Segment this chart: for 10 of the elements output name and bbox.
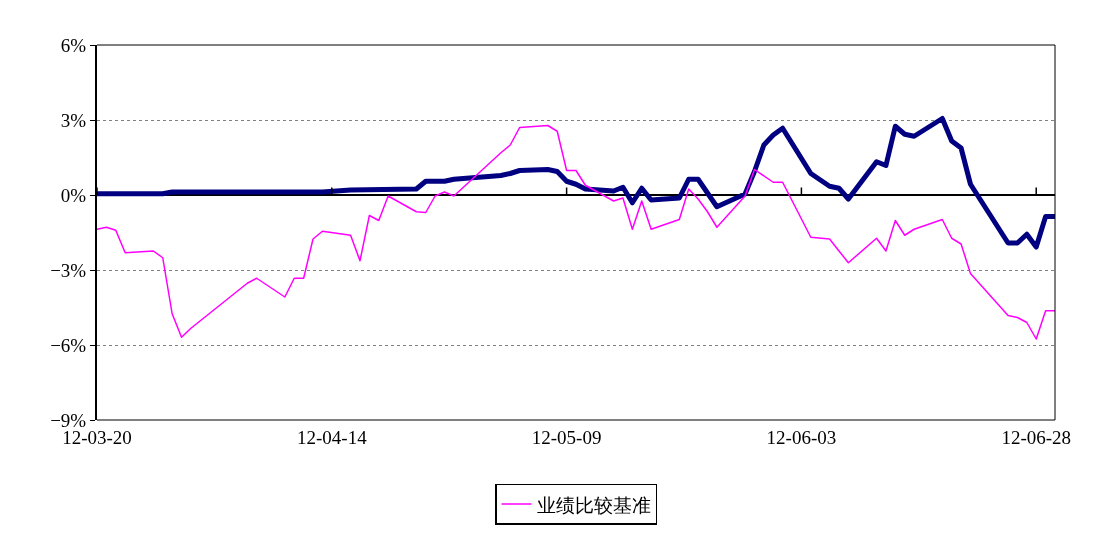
y-tick-label: 0% bbox=[60, 184, 87, 206]
y-tick-label: −6% bbox=[50, 334, 87, 356]
x-tick-label: 12-05-09 bbox=[531, 426, 602, 448]
legend-label: 业绩比较基准 bbox=[536, 493, 651, 516]
x-tick-label: 12-04-14 bbox=[296, 426, 368, 448]
y-tick-label: 3% bbox=[60, 109, 87, 131]
y-tick-label: 6% bbox=[60, 34, 87, 56]
y-tick-label: −3% bbox=[50, 259, 87, 281]
x-tick-label: 12-06-28 bbox=[1001, 426, 1072, 448]
x-tick-label: 12-06-03 bbox=[766, 426, 837, 448]
